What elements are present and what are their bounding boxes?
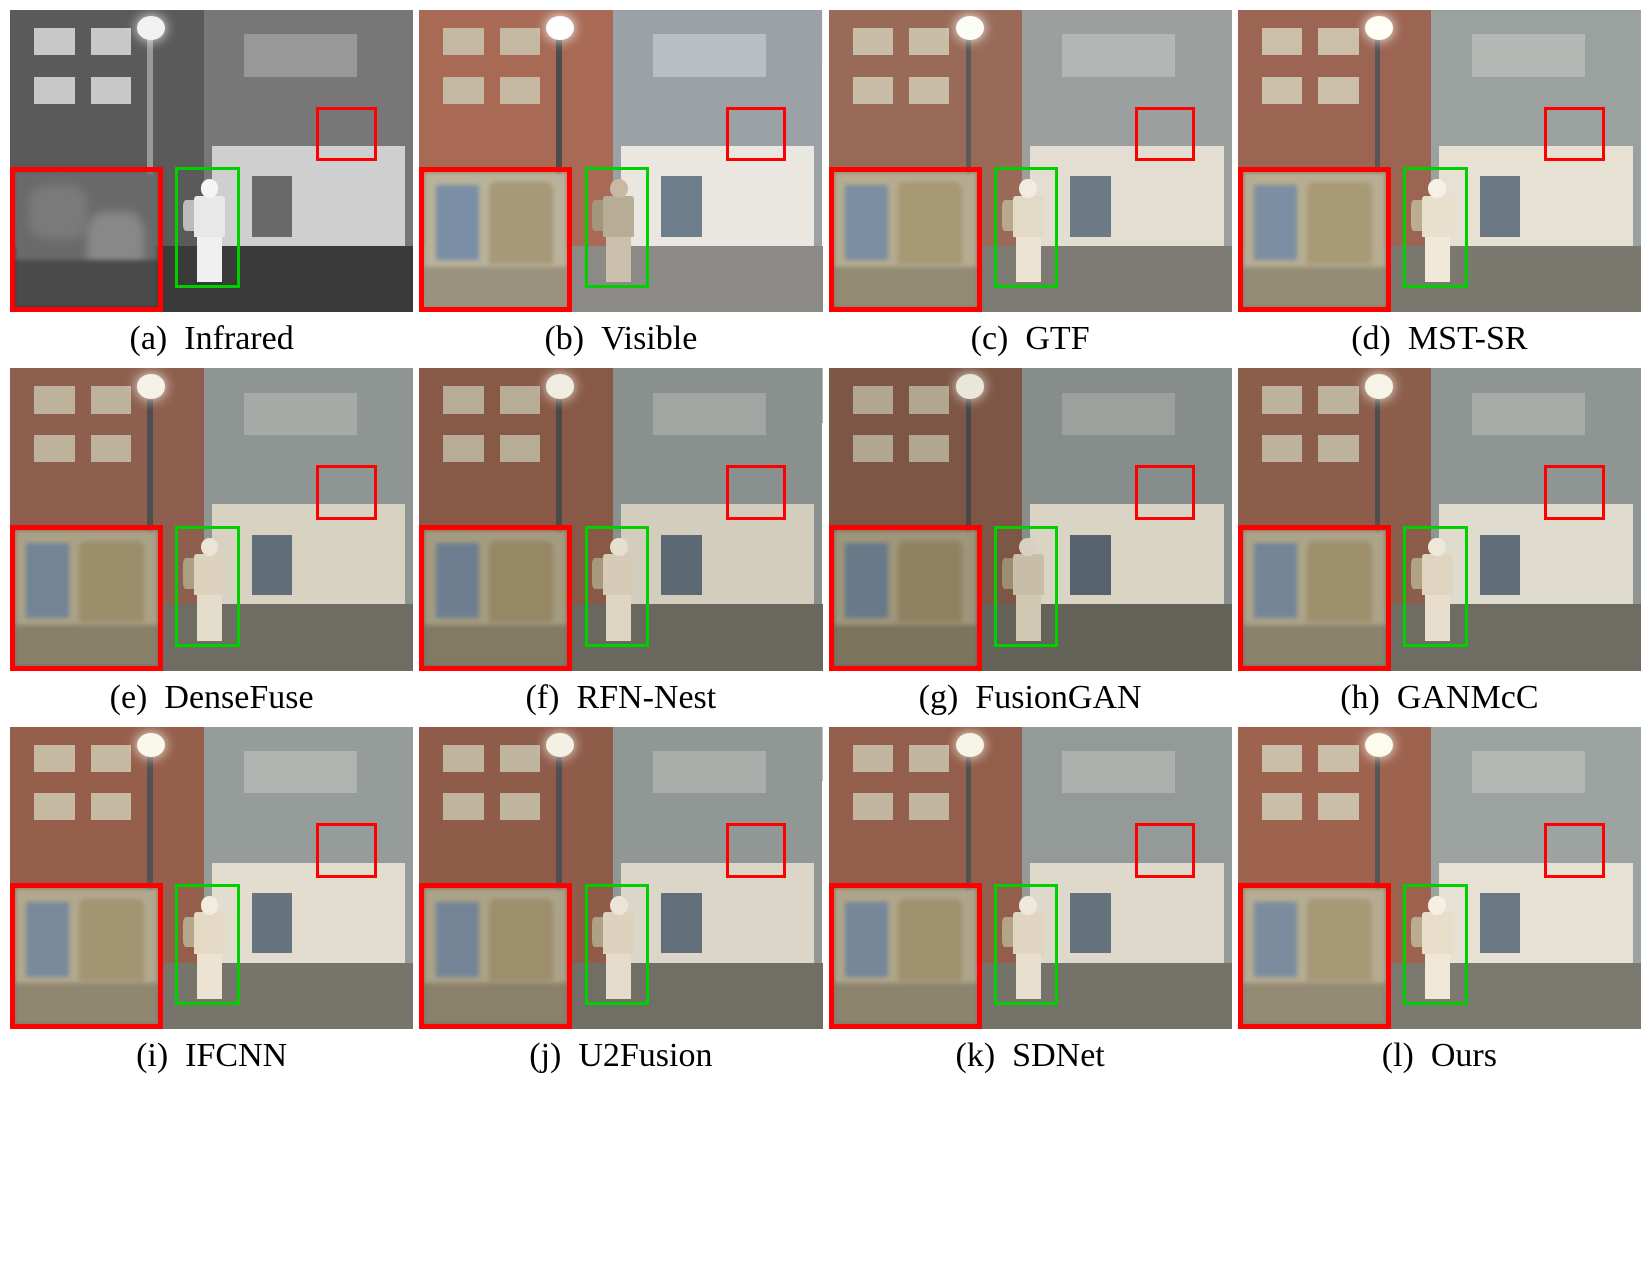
annotation-red-box — [726, 823, 786, 877]
annotation-red-inset — [1238, 883, 1391, 1029]
annotation-red-inset — [419, 883, 572, 1029]
annotation-red-box — [1544, 465, 1604, 519]
panel-image — [10, 10, 413, 312]
annotation-red-box — [1544, 823, 1604, 877]
panel-ours: (l) Ours — [1238, 727, 1641, 1079]
panel-caption: (c) GTF — [971, 312, 1090, 362]
panel-mst-sr: (d) MST-SR — [1238, 10, 1641, 362]
panel-caption: (a) Infrared — [130, 312, 294, 362]
panel-tag: (l) — [1382, 1037, 1414, 1074]
annotation-red-inset — [829, 167, 982, 313]
panel-ganmcc: (h) GANMcC — [1238, 368, 1641, 720]
annotation-red-box — [1135, 823, 1195, 877]
panel-tag: (d) — [1351, 320, 1391, 357]
panel-ifcnn: (i) IFCNN — [10, 727, 413, 1079]
panel-sdnet: (k) SDNet — [829, 727, 1232, 1079]
annotation-red-box — [316, 465, 376, 519]
annotation-green-box — [585, 884, 650, 1005]
panel-tag: (h) — [1340, 679, 1380, 716]
annotation-red-inset — [10, 883, 163, 1029]
panel-caption: (j) U2Fusion — [529, 1029, 712, 1079]
annotation-green-box — [585, 526, 650, 647]
panel-caption: (d) MST-SR — [1351, 312, 1527, 362]
panel-label: U2Fusion — [578, 1037, 712, 1074]
panel-label: RFN-Nest — [576, 679, 716, 716]
annotation-red-inset — [1238, 167, 1391, 313]
panel-gtf: (c) GTF — [829, 10, 1232, 362]
panel-image — [1238, 10, 1641, 312]
figure-grid: (a) Infrared (b) Visible — [10, 10, 1641, 1079]
annotation-red-inset — [10, 167, 163, 313]
annotation-red-inset — [829, 883, 982, 1029]
panel-image — [419, 10, 822, 312]
panel-label: SDNet — [1012, 1037, 1105, 1074]
panel-tag: (i) — [136, 1037, 168, 1074]
annotation-red-inset — [10, 525, 163, 671]
panel-image — [829, 10, 1232, 312]
panel-tag: (a) — [130, 320, 168, 357]
panel-caption: (f) RFN-Nest — [525, 671, 716, 721]
annotation-green-box — [585, 167, 650, 288]
panel-image — [1238, 368, 1641, 670]
panel-caption: (g) FusionGAN — [919, 671, 1142, 721]
panel-tag: (k) — [956, 1037, 996, 1074]
panel-image — [1238, 727, 1641, 1029]
annotation-red-inset — [419, 525, 572, 671]
panel-caption: (k) SDNet — [956, 1029, 1105, 1079]
annotation-green-box — [1403, 526, 1468, 647]
panel-caption: (h) GANMcC — [1340, 671, 1538, 721]
panel-tag: (f) — [525, 679, 559, 716]
panel-label: GTF — [1025, 320, 1089, 357]
panel-rfn-nest: (f) RFN-Nest — [419, 368, 822, 720]
annotation-red-inset — [829, 525, 982, 671]
panel-label: Infrared — [184, 320, 293, 357]
panel-tag: (c) — [971, 320, 1009, 357]
panel-label: DenseFuse — [164, 679, 313, 716]
panel-infrared: (a) Infrared — [10, 10, 413, 362]
panel-image — [419, 727, 822, 1029]
panel-caption: (i) IFCNN — [136, 1029, 287, 1079]
panel-label: MST-SR — [1408, 320, 1528, 357]
panel-tag: (g) — [919, 679, 959, 716]
annotation-red-box — [726, 107, 786, 161]
annotation-red-box — [316, 107, 376, 161]
annotation-green-box — [175, 526, 240, 647]
annotation-red-box — [1544, 107, 1604, 161]
panel-caption: (b) Visible — [544, 312, 697, 362]
annotation-green-box — [994, 167, 1059, 288]
panel-densefuse: (e) DenseFuse — [10, 368, 413, 720]
panel-fusiongan: (g) FusionGAN — [829, 368, 1232, 720]
annotation-red-box — [726, 465, 786, 519]
panel-tag: (b) — [544, 320, 584, 357]
panel-image — [10, 727, 413, 1029]
annotation-red-inset — [1238, 525, 1391, 671]
panel-u2fusion: (j) U2Fusion — [419, 727, 822, 1079]
annotation-green-box — [175, 167, 240, 288]
annotation-red-box — [316, 823, 376, 877]
panel-caption: (l) Ours — [1382, 1029, 1497, 1079]
panel-label: FusionGAN — [975, 679, 1141, 716]
panel-label: IFCNN — [185, 1037, 287, 1074]
panel-tag: (e) — [110, 679, 148, 716]
annotation-green-box — [994, 884, 1059, 1005]
panel-image — [829, 368, 1232, 670]
panel-caption: (e) DenseFuse — [110, 671, 314, 721]
annotation-green-box — [994, 526, 1059, 647]
panel-visible: (b) Visible — [419, 10, 822, 362]
annotation-red-box — [1135, 107, 1195, 161]
annotation-green-box — [1403, 167, 1468, 288]
panel-image — [419, 368, 822, 670]
annotation-green-box — [1403, 884, 1468, 1005]
annotation-red-inset — [419, 167, 572, 313]
panel-label: GANMcC — [1397, 679, 1539, 716]
panel-image — [829, 727, 1232, 1029]
panel-label: Ours — [1431, 1037, 1497, 1074]
annotation-red-box — [1135, 465, 1195, 519]
panel-tag: (j) — [529, 1037, 561, 1074]
annotation-green-box — [175, 884, 240, 1005]
panel-image — [10, 368, 413, 670]
panel-label: Visible — [601, 320, 697, 357]
